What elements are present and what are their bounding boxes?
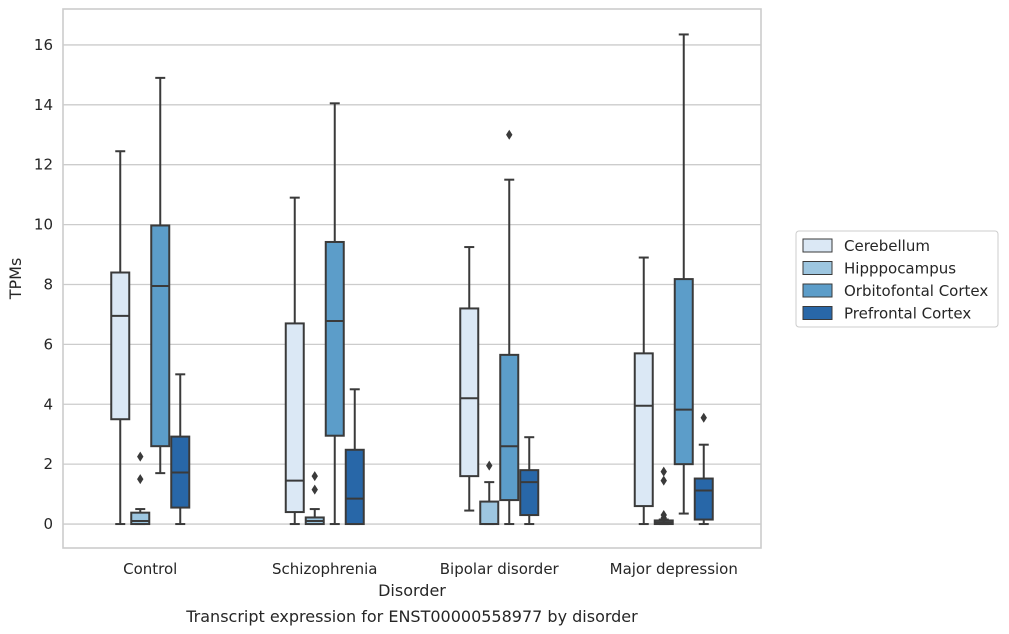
legend-swatch: [802, 261, 833, 275]
y-tick-label: 4: [43, 395, 53, 413]
box: [150, 224, 171, 448]
box-group: [459, 246, 480, 512]
box: [499, 353, 520, 502]
outlier-point: [311, 484, 318, 495]
box: [324, 240, 345, 437]
box-group: [479, 460, 500, 526]
box-group: [519, 436, 540, 526]
box-group: [693, 412, 714, 526]
x-tick-label: Schizophrenia: [272, 560, 377, 578]
box-group: [344, 388, 365, 526]
box-group: [499, 129, 520, 526]
box: [344, 448, 365, 526]
chart-caption: Transcript expression for ENST0000055897…: [185, 607, 638, 626]
outlier-point: [137, 474, 144, 485]
box-marks: [110, 33, 714, 526]
box-group: [324, 102, 345, 526]
y-tick-label: 8: [43, 275, 53, 293]
box: [479, 500, 500, 526]
box: [693, 477, 714, 521]
legend-swatch: [802, 283, 833, 298]
outlier-point: [700, 412, 707, 423]
box: [130, 511, 151, 526]
box-group: [653, 466, 674, 526]
x-tick-label: Bipolar disorder: [440, 560, 560, 578]
y-tick-label: 10: [34, 216, 53, 234]
box-group: [170, 373, 191, 526]
y-tick-label: 0: [43, 515, 53, 533]
y-tick-label: 16: [34, 36, 53, 54]
box-group: [130, 451, 151, 526]
box: [110, 271, 131, 421]
legend-label: Orbitofontal Cortex: [844, 282, 988, 300]
legend-label: Prefrontal Cortex: [844, 305, 971, 323]
legend-items: Cerebellum Hipppocampus Orbitofontal Corte…: [802, 237, 988, 323]
y-tick-label: 2: [43, 455, 53, 473]
y-axis-label: TPMs: [6, 258, 25, 301]
box-group: [110, 150, 131, 526]
outlier-point: [137, 451, 144, 462]
box: [459, 307, 480, 478]
legend-swatch: [802, 306, 833, 320]
legend-label: Cerebellum: [844, 237, 930, 255]
y-tick-labels: 0 2 4 6 8 10 12 14 16: [34, 36, 53, 533]
outlier-point: [506, 129, 513, 140]
box: [673, 278, 694, 466]
box: [519, 469, 540, 517]
outlier-point: [660, 466, 667, 477]
x-tick-labels: Control Schizophrenia Bipolar disorder Majo…: [123, 560, 738, 578]
outlier-point: [311, 471, 318, 482]
x-tick-label: Major depression: [610, 560, 738, 578]
box: [284, 322, 305, 514]
outlier-point: [660, 510, 667, 521]
x-axis-label: Disorder: [378, 581, 446, 600]
box-group: [633, 256, 654, 526]
y-tick-label: 6: [43, 335, 53, 353]
outlier-point: [486, 460, 493, 471]
box-group: [673, 33, 694, 515]
x-tick-label: Control: [123, 560, 177, 578]
legend-swatch: [802, 238, 833, 253]
box-group: [150, 76, 171, 475]
legend: Cerebellum Hipppocampus Orbitofontal Corte…: [795, 230, 999, 328]
outlier-point: [660, 475, 667, 486]
legend-label: Hipppocampus: [844, 260, 956, 278]
box: [633, 352, 654, 508]
y-tick-label: 14: [34, 96, 53, 114]
plot-frame: [62, 8, 762, 549]
y-tick-label: 12: [34, 156, 53, 174]
box-group: [284, 196, 305, 526]
legend-frame: [795, 230, 999, 328]
box-group: [304, 471, 325, 526]
